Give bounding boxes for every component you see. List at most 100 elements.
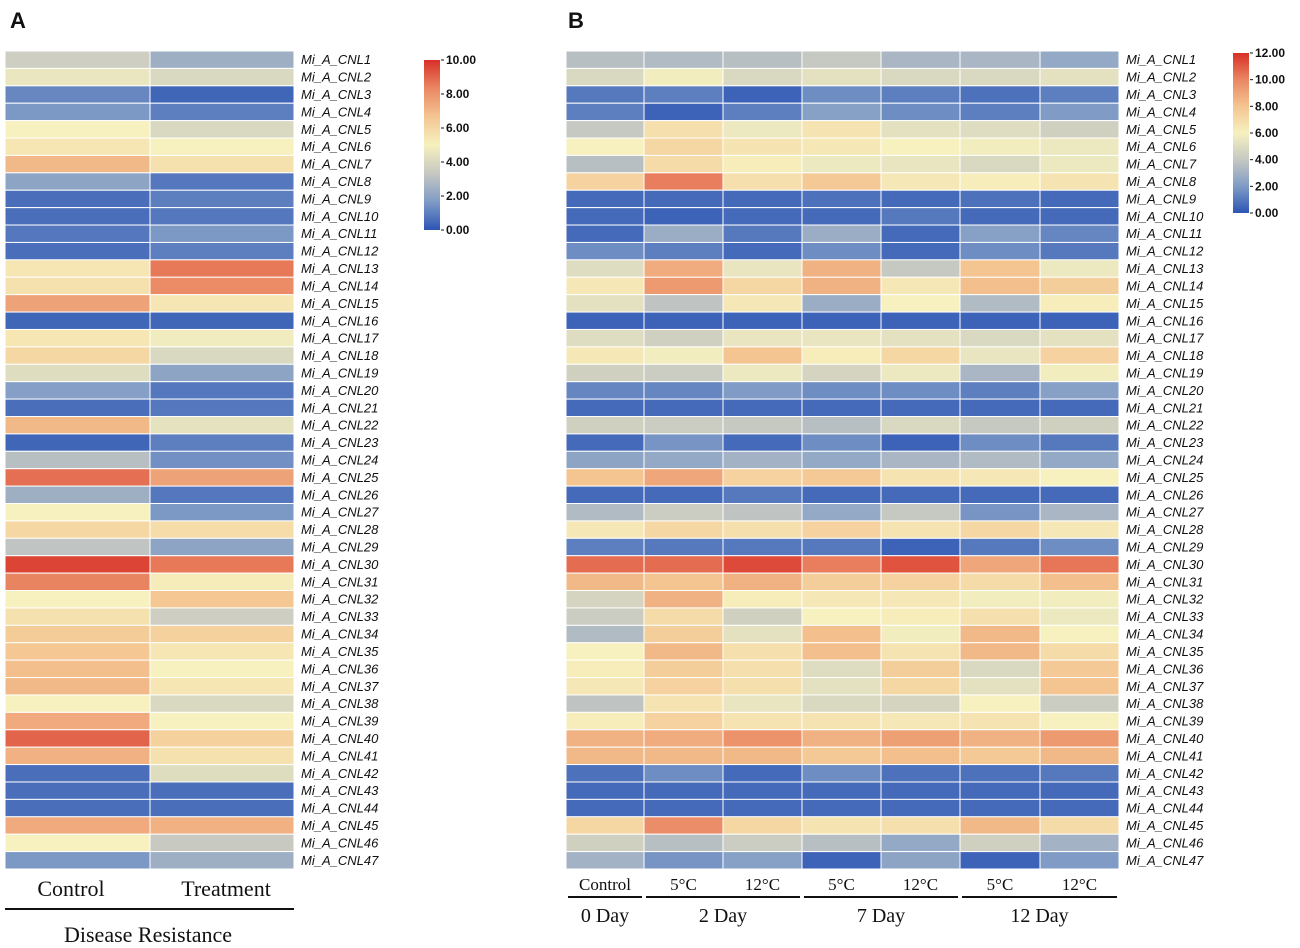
heatmap-cell [643, 259, 724, 278]
heatmap-cell [565, 102, 645, 122]
colorbar-tick-label: 0.00 [1255, 206, 1279, 220]
heatmap-cell [4, 346, 151, 365]
heatmap-cell [959, 241, 1041, 261]
heatmap-cell [880, 207, 961, 226]
heatmap-cell [959, 102, 1041, 122]
gene-label: Mi_A_CNL13 [301, 261, 379, 276]
gene-label: Mi_A_CNL3 [1126, 87, 1197, 102]
heatmap-cell [722, 729, 803, 748]
gene-label: Mi_A_CNL16 [301, 313, 379, 328]
heatmap-cell [1039, 694, 1120, 713]
heatmap-cell [722, 781, 803, 800]
heatmap-cell [959, 764, 1041, 783]
gene-label: Mi_A_CNL28 [301, 522, 379, 537]
heatmap-cell [959, 642, 1041, 661]
heatmap-cell [643, 694, 724, 713]
heatmap-cell [880, 572, 961, 592]
heatmap-cell [565, 677, 645, 696]
gene-label: Mi_A_CNL38 [1126, 696, 1204, 711]
heatmap-cell [722, 398, 803, 417]
heatmap-cell [1039, 346, 1120, 365]
heatmap-cell [4, 833, 151, 853]
heatmap-cell [801, 520, 882, 539]
gene-label: Mi_A_CNL6 [301, 139, 372, 154]
heatmap-cell [643, 276, 724, 296]
heatmap-cell [565, 607, 645, 626]
heatmap-cell [4, 433, 151, 452]
heatmap-cell [643, 346, 724, 365]
heatmap-cell [4, 659, 151, 679]
heatmap-cell [4, 450, 151, 470]
heatmap-cell [1039, 311, 1120, 330]
heatmap-cell [565, 729, 645, 748]
heatmap-cell [880, 224, 961, 243]
heatmap-cell [880, 851, 961, 870]
heatmap-cell [801, 259, 882, 278]
heatmap-cell [959, 67, 1041, 87]
heatmap-cell [565, 781, 645, 800]
gene-label: Mi_A_CNL16 [1126, 313, 1204, 328]
column-label: Control [579, 875, 631, 894]
heatmap-cell [149, 311, 295, 330]
gene-label: Mi_A_CNL25 [1126, 470, 1204, 485]
heatmap-cell [801, 363, 882, 383]
heatmap-cell [722, 311, 803, 330]
heatmap-cell [880, 642, 961, 661]
colorbar-tick-label: 2.00 [1255, 179, 1279, 193]
colorbar-tick-label: 6.00 [1255, 126, 1279, 140]
heatmap-cell [1039, 537, 1120, 557]
heatmap-cell [959, 659, 1041, 679]
heatmap-cell [880, 381, 961, 400]
gene-label: Mi_A_CNL24 [1126, 453, 1203, 468]
colorbar-a-ticks: 10.00 8.00 6.00 4.00 2.00 0.00 [441, 53, 476, 237]
heatmap-cell [4, 154, 151, 174]
heatmap-cell [880, 346, 961, 365]
heatmap-cell [643, 590, 724, 609]
heatmap-cell [149, 711, 295, 731]
heatmap-cell [149, 485, 295, 505]
heatmap-cell [565, 67, 645, 87]
gene-label: Mi_A_CNL17 [1126, 331, 1204, 346]
heatmap-cell [643, 746, 724, 766]
heatmap-cell [149, 781, 295, 800]
heatmap-cell [565, 694, 645, 713]
heatmap-cell [4, 398, 151, 417]
heatmap-cell [1039, 555, 1120, 574]
gene-label: Mi_A_CNL19 [301, 365, 378, 380]
heatmap-cell [643, 241, 724, 261]
heatmap-cell [722, 85, 803, 104]
heatmap-cell [722, 624, 803, 644]
heatmap-cell [4, 363, 151, 383]
heatmap-cell [565, 189, 645, 209]
colorbar-b-bar [1233, 53, 1249, 213]
gene-label: Mi_A_CNL30 [1126, 557, 1204, 572]
colorbar-tick-label: 2.00 [446, 189, 470, 203]
colorbar-tick-label: 0.00 [446, 223, 470, 237]
heatmap-cell [565, 224, 645, 243]
heatmap-cell [149, 450, 295, 470]
heatmap-cell [149, 85, 295, 104]
heatmap-cell [4, 328, 151, 348]
heatmap-cell [4, 415, 151, 435]
gene-labels-b: Mi_A_CNL1 Mi_A_CNL2 Mi_A_CNL3 Mi_A_CNL4 Mi_A… [1126, 52, 1204, 868]
heatmap-cell [4, 555, 151, 574]
heatmap-cell [149, 642, 295, 661]
heatmap-cell [565, 120, 645, 139]
gene-label: Mi_A_CNL46 [301, 835, 379, 850]
heatmap-cell [880, 677, 961, 696]
gene-label: Mi_A_CNL23 [301, 435, 379, 450]
heatmap-cell [149, 259, 295, 278]
heatmap-cell [565, 798, 645, 818]
heatmap-cell [959, 746, 1041, 766]
heatmap-cell [880, 555, 961, 574]
heatmap-cell [565, 624, 645, 644]
gene-label: Mi_A_CNL38 [301, 696, 379, 711]
heatmap-cell [801, 642, 882, 661]
heatmap-cell [643, 102, 724, 122]
gene-label: Mi_A_CNL37 [301, 679, 379, 694]
heatmap-cell [1039, 415, 1120, 435]
gene-label: Mi_A_CNL17 [301, 331, 379, 346]
heatmap-cell [149, 67, 295, 87]
gene-label: Mi_A_CNL19 [1126, 365, 1203, 380]
heatmap-cell [643, 50, 724, 69]
